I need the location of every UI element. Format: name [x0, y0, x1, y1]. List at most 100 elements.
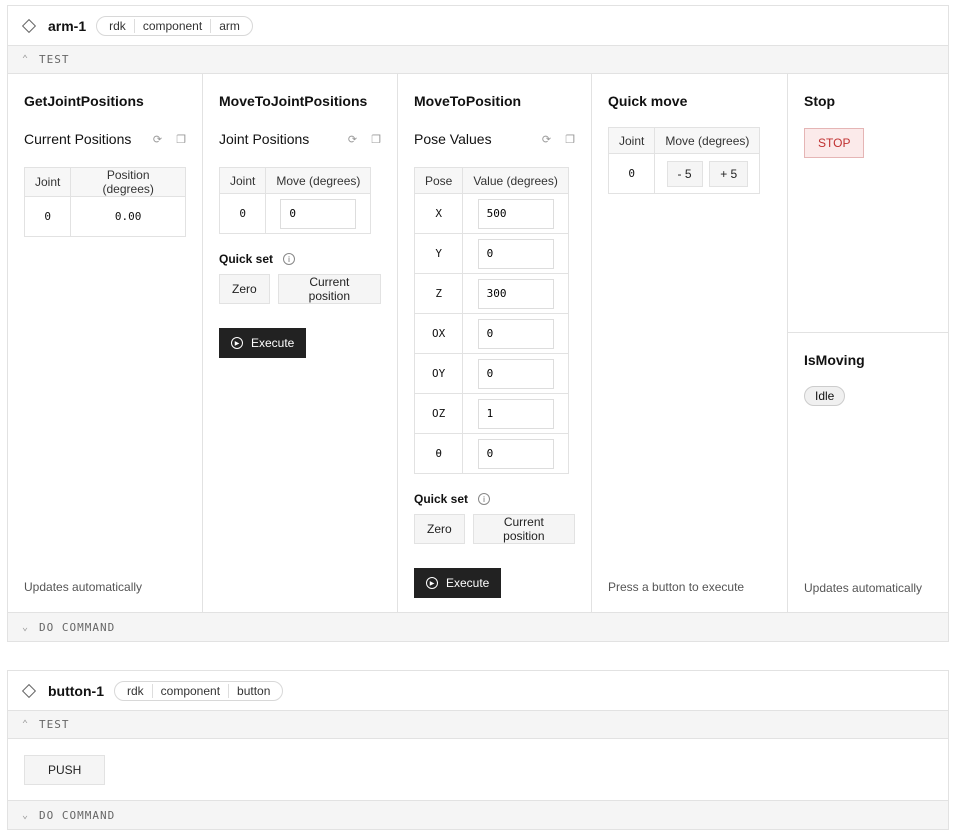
footer-note: Updates automatically — [24, 580, 143, 594]
arm-header: arm-1 rdk component arm — [8, 6, 948, 46]
pose-cell: OX — [413, 313, 464, 354]
crumb: rdk — [109, 18, 126, 33]
arm-card: arm-1 rdk component arm ⌃ TEST GetJointPo… — [7, 5, 949, 642]
table-row: OY — [413, 353, 569, 394]
do-command-label: DO COMMAND — [39, 808, 116, 822]
get-joint-positions-panel: GetJointPositions Current Positions ⟳ ❐ Jo… — [8, 74, 203, 612]
panel-title: Quick move — [608, 93, 688, 109]
value-cell — [462, 193, 569, 234]
positions-table: Joint Position (degrees) 0 0.00 — [23, 167, 186, 237]
pose-cell: X — [413, 193, 464, 234]
zero-button[interactable]: Zero — [414, 514, 465, 544]
minus-5-button[interactable]: - 5 — [666, 160, 703, 187]
table-row: OZ — [413, 393, 569, 434]
pose-value-input[interactable] — [477, 398, 554, 429]
do-command-section-toggle[interactable]: ⌄ DO COMMAND — [8, 801, 948, 829]
refresh-icon[interactable]: ⟳ — [152, 133, 163, 146]
panel-subtitle: Pose Values — [414, 131, 492, 147]
play-icon: ▶ — [426, 577, 438, 589]
footer-note: Press a button to execute — [608, 580, 745, 594]
pose-value-input[interactable] — [477, 438, 554, 469]
test-label: TEST — [39, 53, 70, 66]
push-button[interactable]: PUSH — [24, 755, 106, 785]
table-row: Z — [413, 273, 569, 314]
current-position-button[interactable]: Current position — [472, 514, 575, 544]
table-row: 0 — [218, 193, 372, 234]
table-row: X — [413, 193, 569, 234]
test-label: TEST — [39, 718, 70, 731]
info-icon[interactable]: i — [478, 493, 491, 505]
panel-subtitle: Joint Positions — [219, 131, 310, 147]
joint-move-input[interactable] — [280, 198, 357, 229]
pose-value-input[interactable] — [477, 318, 554, 349]
panel-title: IsMoving — [804, 352, 865, 368]
execute-button[interactable]: ▶ Execute — [219, 328, 307, 358]
execute-label: Execute — [251, 336, 295, 350]
component-diamond-icon — [21, 18, 37, 33]
component-name: button-1 — [48, 682, 104, 699]
refresh-icon[interactable]: ⟳ — [541, 133, 552, 146]
pose-cell: Y — [413, 233, 464, 274]
table-row: 0- 5 + 5 — [607, 153, 761, 194]
move-to-joint-positions-panel: MoveToJointPositions Joint Positions ⟳ ❐ J… — [203, 74, 398, 612]
col-header: Value (degrees) — [462, 167, 569, 194]
value-cell — [462, 313, 569, 354]
component-diamond-icon — [21, 683, 37, 698]
plus-5-button[interactable]: + 5 — [709, 160, 749, 187]
pose-value-input[interactable] — [477, 358, 554, 389]
button-card: button-1 rdk component button ⌃ TEST PUSH… — [7, 670, 949, 830]
quick-set-label: Quick set — [414, 492, 469, 506]
do-command-label: DO COMMAND — [39, 620, 116, 634]
stop-button[interactable]: STOP — [804, 128, 865, 158]
move-cell — [265, 193, 372, 234]
quick-move-table: Joint Move (degrees) 0- 5 + 5 — [607, 127, 761, 194]
copy-icon[interactable]: ❐ — [176, 133, 186, 146]
breadcrumb: rdk component button — [113, 680, 284, 701]
panel-subtitle: Current Positions — [24, 131, 132, 147]
current-position-button[interactable]: Current position — [277, 274, 381, 304]
button-header: button-1 rdk component button — [8, 671, 948, 711]
value-cell — [462, 353, 569, 394]
pose-value-input[interactable] — [477, 278, 554, 309]
play-icon: ▶ — [231, 337, 243, 349]
joint-cell: 0 — [23, 196, 72, 237]
value-cell — [462, 393, 569, 434]
is-moving-panel: IsMoving Idle Updates automatically — [788, 333, 948, 613]
stop-panel: Stop STOP — [788, 74, 948, 333]
value-cell — [462, 273, 569, 314]
col-header: Joint — [607, 127, 656, 154]
info-icon[interactable]: i — [283, 253, 296, 265]
crumb: arm — [210, 18, 248, 33]
panel-title: GetJointPositions — [24, 93, 144, 109]
quick-move-panel: Quick move Joint Move (degrees) 0- 5 + 5 … — [592, 74, 788, 612]
pose-value-input[interactable] — [477, 198, 554, 229]
copy-icon[interactable]: ❐ — [565, 133, 575, 146]
joint-move-table: Joint Move (degrees) 0 — [218, 167, 372, 234]
expand-icon: ⌄ — [22, 621, 30, 633]
panel-title: Stop — [804, 93, 836, 109]
execute-label: Execute — [446, 576, 490, 590]
pose-cell: OZ — [413, 393, 464, 434]
test-section-toggle[interactable]: ⌃ TEST — [8, 46, 948, 74]
test-section-toggle[interactable]: ⌃ TEST — [8, 711, 948, 739]
pose-value-input[interactable] — [477, 238, 554, 269]
panel-title: MoveToPosition — [414, 93, 522, 109]
table-row: Y — [413, 233, 569, 274]
collapse-icon: ⌃ — [22, 54, 30, 65]
table-row: 0 0.00 — [23, 196, 186, 237]
crumb: component — [133, 18, 210, 33]
execute-button[interactable]: ▶ Execute — [414, 568, 502, 598]
table-row: OX — [413, 313, 569, 354]
do-command-section-toggle[interactable]: ⌄ DO COMMAND — [8, 613, 948, 641]
copy-icon[interactable]: ❐ — [371, 133, 381, 146]
refresh-icon[interactable]: ⟳ — [347, 133, 358, 146]
component-name: arm-1 — [48, 17, 87, 34]
zero-button[interactable]: Zero — [219, 274, 270, 304]
col-header: Move (degrees) — [265, 167, 372, 194]
crumb: component — [151, 683, 228, 698]
expand-icon: ⌄ — [22, 809, 30, 821]
pose-cell: Z — [413, 273, 464, 314]
col-header: Move (degrees) — [654, 127, 761, 154]
table-row: θ — [413, 433, 569, 474]
